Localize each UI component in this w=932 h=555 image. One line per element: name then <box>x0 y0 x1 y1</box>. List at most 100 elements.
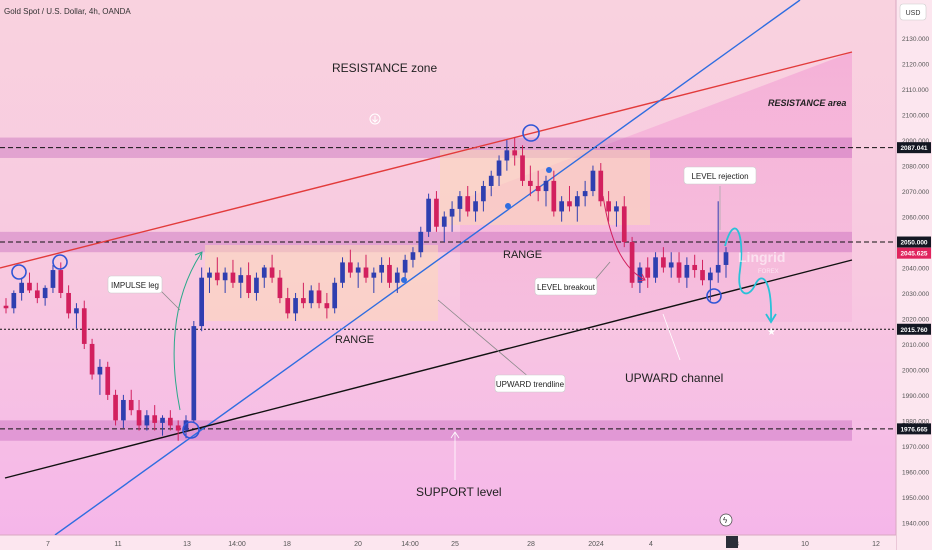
breakout-arrow <box>602 195 646 281</box>
price-label: 2045.625 <box>897 247 931 259</box>
level-breakout-label: LEVEL breakout <box>537 283 596 292</box>
candle <box>410 247 416 268</box>
candle <box>473 191 478 222</box>
chart-title: Gold Spot / U.S. Dollar, 4h, OANDA <box>4 7 131 16</box>
price-tick-label: 1990.000 <box>902 393 929 400</box>
candle <box>496 155 502 186</box>
watermark-logo: Lingrid <box>738 249 785 265</box>
candle <box>293 292 298 321</box>
touch-marker <box>182 421 200 439</box>
watermark-sub: FOREX <box>758 269 779 275</box>
candle <box>723 247 729 278</box>
touch-marker <box>52 254 68 270</box>
touch-marker <box>11 264 27 280</box>
candle <box>285 287 291 319</box>
svg-text:2015.760: 2015.760 <box>900 327 927 334</box>
candle <box>676 252 682 283</box>
time-tick-label: 13 <box>183 541 191 548</box>
candle <box>418 226 424 258</box>
candle <box>543 175 549 207</box>
candle <box>254 272 259 301</box>
candle <box>653 252 658 283</box>
candle <box>567 185 572 212</box>
down-arrow-icon <box>369 113 381 125</box>
price-tick-label: 2020.000 <box>902 316 929 323</box>
level-rejection-callout: LEVEL rejection <box>683 166 757 185</box>
price-tick-label: 2090.000 <box>902 138 929 145</box>
candle <box>426 193 431 237</box>
price-tick-label: 2100.000 <box>902 113 929 120</box>
candle <box>457 191 463 222</box>
trend-dot <box>401 277 407 283</box>
candle <box>136 399 142 431</box>
candle <box>355 262 361 288</box>
channel-pointer <box>662 313 681 361</box>
upward-trendline-callout: UPWARD trendline <box>494 374 566 393</box>
candle <box>715 201 721 283</box>
candle <box>230 259 236 288</box>
resistance-area-label: RESISTANCE area <box>768 98 846 108</box>
price-tick-label: 2060.000 <box>902 215 929 222</box>
impulse-leg-label: IMPULSE leg <box>111 281 159 290</box>
range-label-right: RANGE <box>503 249 542 261</box>
price-label: 1976.665 <box>897 423 931 435</box>
candle <box>441 211 447 243</box>
time-tick-label: 14:00 <box>228 541 246 548</box>
candle <box>74 303 79 329</box>
candle <box>11 290 17 314</box>
currency-label: USD <box>906 10 921 17</box>
candle <box>661 247 666 273</box>
price-tick-label: 2080.000 <box>902 164 929 171</box>
time-tick-label: 2024 <box>588 541 604 548</box>
price-tick-label: 1960.000 <box>902 469 929 476</box>
candle <box>222 267 228 293</box>
range-label-left: RANGE <box>335 334 374 346</box>
time-tick-label: 25 <box>451 541 459 548</box>
lightning-glyph: ϟ <box>723 516 728 525</box>
price-tick-label: 2010.000 <box>902 342 929 349</box>
forecast-path <box>724 227 772 321</box>
svg-text:2045.625: 2045.625 <box>900 251 927 258</box>
candle <box>144 410 150 431</box>
time-tick-label: 10 <box>801 541 809 548</box>
touch-marker <box>706 288 722 304</box>
support-level-label: SUPPORT level <box>416 485 502 499</box>
resistance-zone-label: RESISTANCE zone <box>332 61 437 75</box>
candle <box>394 267 400 293</box>
time-axis-marker <box>726 536 738 548</box>
candle <box>207 267 212 293</box>
candle <box>402 254 408 278</box>
price-tick-label: 2040.000 <box>902 266 929 273</box>
candle <box>363 254 369 283</box>
upward-trendline-label: UPWARD trendline <box>496 380 565 389</box>
candle <box>637 262 643 293</box>
candle <box>488 170 494 197</box>
candle <box>481 180 486 212</box>
time-tick-label: 7 <box>46 541 50 548</box>
candle <box>332 277 338 314</box>
candle <box>621 196 627 248</box>
support-zone <box>0 420 852 441</box>
trendline-pointer <box>437 299 531 379</box>
candle <box>66 285 71 319</box>
lightning-icon[interactable] <box>719 513 733 527</box>
touch-marker <box>522 124 540 142</box>
candle <box>449 201 455 232</box>
currency-button[interactable]: USD <box>899 3 927 21</box>
time-tick-label: 11 <box>114 541 121 548</box>
candle <box>316 282 322 309</box>
candle <box>50 264 56 293</box>
price-tick-label: 2070.000 <box>902 189 929 196</box>
upward-trendline <box>54 0 801 535</box>
support-pointer-head <box>450 431 460 439</box>
candle <box>214 257 220 286</box>
candle <box>121 394 126 428</box>
candle <box>269 254 275 283</box>
candle <box>520 145 525 186</box>
price-tick-label: 2120.000 <box>902 62 929 69</box>
impulse-leg-callout: IMPULSE leg <box>107 275 163 294</box>
candle <box>246 262 251 299</box>
candle <box>42 285 48 306</box>
price-tick-label: 2030.000 <box>902 291 929 298</box>
